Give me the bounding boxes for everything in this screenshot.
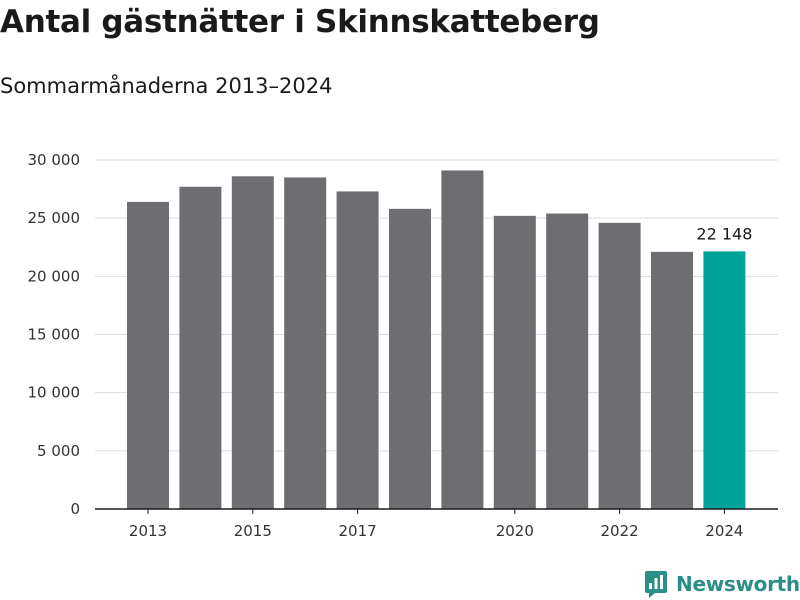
x-tick-label: 2013 — [129, 522, 167, 540]
bar-2013 — [127, 201, 169, 509]
bar-2018 — [389, 208, 431, 510]
bar-2017 — [336, 191, 379, 509]
y-tick-label: 10 000 — [28, 384, 81, 402]
bar-2024 — [703, 251, 746, 509]
chart-title: Antal gästnätter i Skinnskatteberg — [0, 4, 600, 40]
brand-logo[interactable]: Newsworthy — [644, 568, 800, 600]
bar-chart: 0 5 000 10 000 15 000 20 000 25 000 30 000 2013… — [28, 151, 778, 540]
y-tick-label: 15 000 — [28, 326, 81, 344]
x-tick-label: 2017 — [339, 522, 377, 540]
bar-2023 — [651, 251, 693, 510]
data-label: 22 148 — [696, 224, 752, 243]
y-tick-label: 5 000 — [37, 442, 80, 460]
bar-2015 — [231, 176, 274, 509]
bar-2016 — [284, 177, 327, 509]
y-tick-label: 20 000 — [28, 267, 81, 285]
bar-2014 — [179, 186, 222, 510]
y-tick-label: 25 000 — [28, 209, 81, 227]
x-tick-label: 2020 — [496, 522, 534, 540]
newsworthy-logo-icon — [645, 571, 667, 598]
chart-subtitle: Sommarmånaderna 2013–2024 — [0, 74, 333, 98]
x-tick-label: 2024 — [705, 522, 743, 540]
bar-2021 — [546, 213, 589, 509]
bar-2019 — [441, 170, 484, 509]
brand-name: Newsworthy — [676, 572, 800, 596]
bar-2022 — [598, 222, 641, 509]
x-tick-label: 2015 — [234, 522, 272, 540]
y-tick-label: 0 — [70, 500, 80, 518]
bar-2020 — [493, 215, 536, 509]
y-tick-label: 30 000 — [28, 151, 81, 169]
x-tick-label: 2022 — [601, 522, 639, 540]
